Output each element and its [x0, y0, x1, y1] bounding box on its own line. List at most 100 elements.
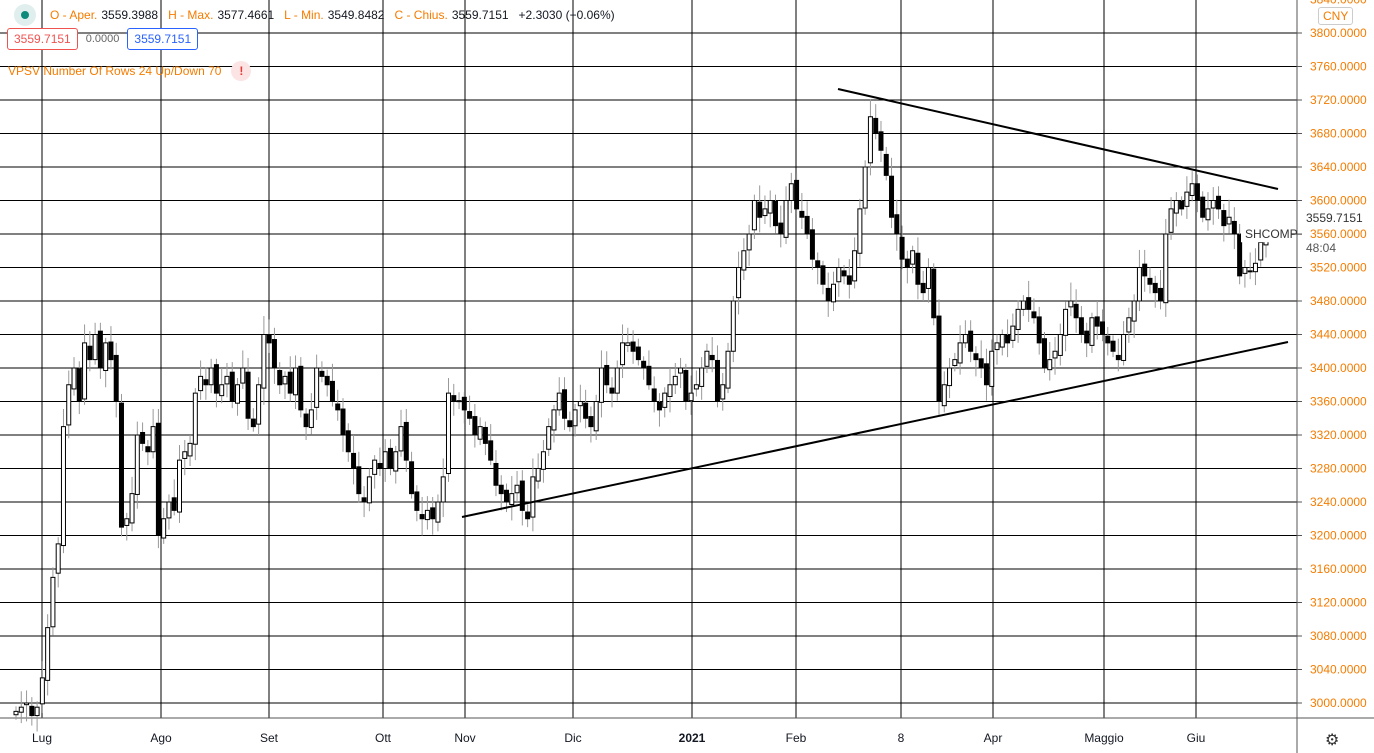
candle-body [572, 409, 578, 427]
x-tick-label: Set [260, 731, 279, 745]
candle-body [751, 200, 757, 231]
candle-body [672, 375, 678, 386]
candle-body [941, 384, 947, 407]
candle-body [134, 434, 140, 495]
candle-body [1252, 262, 1258, 273]
candle-body [108, 341, 114, 361]
candle-body [736, 267, 742, 299]
candle-body [831, 283, 837, 303]
candle-body [488, 440, 494, 461]
candle-body [825, 287, 831, 302]
candle-body [76, 368, 82, 402]
y-tick-label: 3760.0000 [1310, 60, 1367, 74]
candle-body [1026, 297, 1032, 310]
y-tick-label: 3680.0000 [1310, 127, 1367, 141]
candle-body [1189, 183, 1195, 196]
candle-body [620, 342, 626, 366]
candle-body [1041, 338, 1047, 369]
y-tick-label: 3520.0000 [1310, 261, 1367, 275]
candle-body [867, 116, 873, 164]
spread-value: 0.0000 [85, 33, 120, 45]
candle-body [925, 267, 931, 289]
candle-body [387, 447, 393, 469]
candle-body [530, 476, 536, 518]
candle-body [1010, 325, 1016, 341]
currency-badge[interactable]: CNY [1318, 7, 1354, 25]
candle-body [1142, 263, 1148, 277]
candle-body [356, 466, 362, 495]
candle-body [994, 342, 1000, 351]
gear-icon[interactable]: ⚙ [1325, 732, 1340, 749]
buy-price-button[interactable]: 3559.7151 [127, 28, 199, 50]
sell-price-button[interactable]: 3559.7151 [7, 28, 78, 50]
candle-body [50, 576, 56, 628]
candle-body [414, 491, 420, 511]
candle-body [778, 222, 784, 235]
candle-body [351, 452, 357, 469]
candle-body [424, 509, 430, 521]
candle-body [250, 418, 256, 428]
candle-body [1136, 267, 1142, 302]
green-dot-icon[interactable] [14, 4, 36, 26]
candle-body [968, 330, 974, 352]
candle-body [235, 384, 241, 404]
candle-body [1231, 220, 1237, 235]
candle-body [989, 350, 995, 387]
candle-body [841, 270, 847, 277]
candle-body [730, 300, 736, 352]
candle-body [18, 706, 24, 713]
candle-body [303, 413, 309, 428]
y-tick-label: 3280.0000 [1310, 462, 1367, 476]
candle-body [103, 342, 109, 372]
candle-body [314, 367, 320, 408]
candle-body [540, 451, 546, 470]
indicator-row[interactable]: VPSV Number Of Rows 24 Up/Down 70 ! [8, 61, 252, 81]
candle-body [1105, 335, 1111, 344]
candle-body [783, 200, 789, 238]
candle-body [910, 250, 916, 265]
candle-body [583, 402, 589, 419]
y-tick-label: 3320.0000 [1310, 428, 1367, 442]
candle-body [762, 208, 768, 217]
candle-body [1237, 234, 1243, 277]
support-trendline [461, 341, 1289, 518]
candle-body [430, 507, 436, 520]
candle-body [245, 371, 251, 419]
candle-body [140, 431, 146, 444]
candle-body [1179, 200, 1185, 210]
x-tick-label: Ago [150, 731, 172, 745]
candle-body [904, 258, 910, 268]
candle-body [651, 388, 657, 402]
x-tick-label: Nov [454, 731, 475, 745]
y-tick-label: 3240.0000 [1310, 495, 1367, 509]
candle-body [1194, 183, 1200, 201]
candle-body [335, 403, 341, 411]
open-label: O - Aper. [50, 8, 98, 22]
candle-body [451, 395, 457, 403]
candle-body [261, 334, 267, 389]
warning-icon[interactable]: ! [231, 61, 252, 81]
candle-body [1005, 334, 1011, 344]
candle-body [1147, 277, 1153, 285]
candle-body [704, 350, 710, 367]
candle-body [504, 489, 510, 503]
candle-body [535, 468, 541, 482]
y-tick-label: 3400.0000 [1310, 361, 1367, 375]
candle-body [788, 183, 794, 201]
candle-body [377, 462, 383, 470]
candle-body [382, 451, 388, 469]
indicator-label[interactable]: VPSV Number Of Rows 24 Up/Down 70 [8, 64, 222, 78]
candle-body [398, 426, 404, 452]
candle-body [1094, 316, 1100, 327]
candle-body [794, 179, 800, 210]
x-tick-label: 8 [898, 731, 905, 745]
candle-body [1216, 195, 1222, 210]
candle-body [366, 476, 372, 504]
candle-body [498, 484, 504, 495]
candle-body [630, 341, 636, 352]
candle-body [662, 392, 668, 408]
candle-body [118, 402, 124, 528]
candle-body [551, 409, 557, 431]
candle-body [878, 131, 884, 151]
